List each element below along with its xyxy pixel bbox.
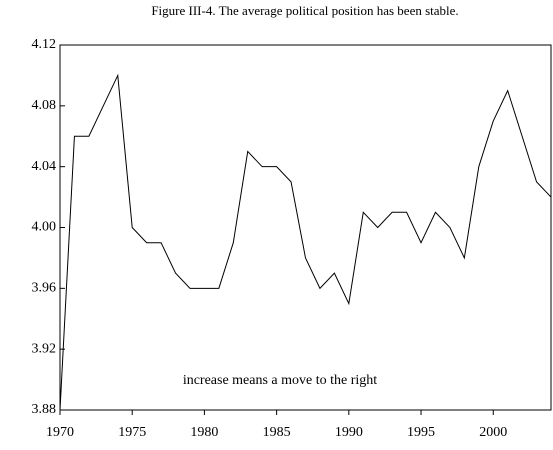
chart-title: Figure III-4. The average political posi… [151, 3, 458, 18]
y-tick-label: 3.88 [32, 402, 57, 417]
y-tick-label: 4.08 [32, 98, 57, 113]
y-tick-label: 3.92 [32, 341, 57, 356]
y-tick-label: 4.12 [32, 37, 57, 52]
y-tick-label: 3.96 [32, 281, 57, 296]
data-line [59, 73, 552, 411]
y-tick-label: 4.04 [32, 159, 57, 174]
plot-frame [59, 44, 552, 411]
x-tick-label: 1990 [335, 425, 363, 440]
x-tick-label: 1970 [46, 425, 74, 440]
x-tick-label: 1975 [118, 425, 146, 440]
x-tick-label: 1995 [407, 425, 435, 440]
x-tick-label: 1980 [190, 425, 218, 440]
y-tick-label: 4.00 [32, 220, 57, 235]
x-tick-label: 2000 [479, 425, 507, 440]
annotation: increase means a move to the right [183, 373, 377, 388]
x-tick-label: 1985 [263, 425, 291, 440]
